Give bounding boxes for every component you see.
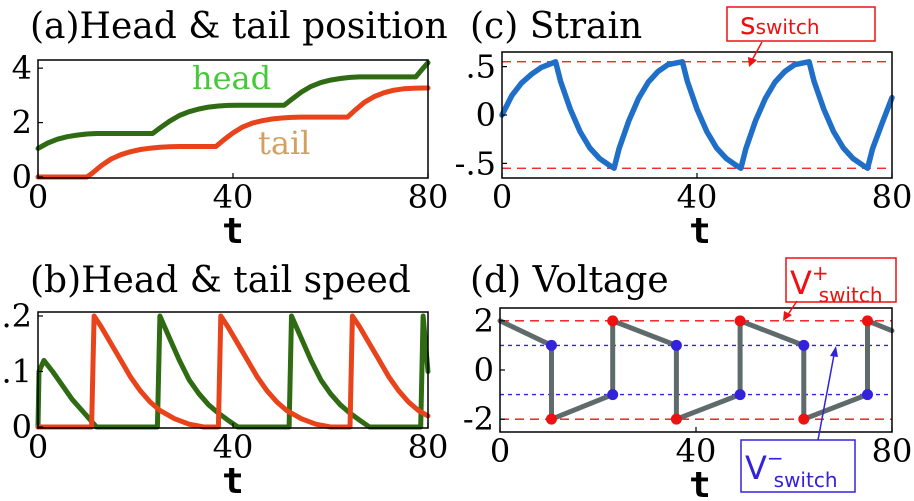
blue-marker-d-0	[545, 339, 557, 351]
red-marker-d-3	[734, 315, 746, 327]
s-switch-label: sswitch	[740, 7, 820, 42]
ytick-label-b-2: .2	[1, 297, 32, 335]
blue-marker-d-4	[798, 339, 810, 351]
xtick-label-b-1: 40	[213, 428, 254, 466]
panel-b-ticks: 0 40 80 0 .1 .2	[1, 297, 448, 466]
head-label: head	[192, 59, 271, 97]
xtick-label-d-1: 40	[676, 432, 717, 470]
v-minus-arrowhead	[830, 346, 838, 357]
v-minus-arrow	[817, 354, 835, 441]
panel-a-xlabel: t	[222, 211, 244, 252]
blue-marker-d-3	[734, 389, 746, 401]
series-line-c-strain	[499, 59, 895, 171]
xtick-label-c-1: 40	[677, 178, 718, 216]
xtick-label-b-2: 80	[408, 428, 449, 466]
series-line-b-tail	[35, 313, 431, 430]
panel-d-marks	[497, 315, 895, 425]
series-line-d-voltage	[497, 318, 895, 422]
panel-b-frame	[37, 311, 429, 429]
xtick-label-a-1: 40	[213, 178, 254, 216]
ytick-label-a-0: 0	[12, 158, 32, 196]
xtick-label-c-0: 0	[492, 178, 512, 216]
s-switch-arrowhead	[748, 57, 757, 67]
panel-a-marks	[35, 60, 431, 180]
red-marker-d-4	[798, 413, 810, 425]
v-plus-annotation: V+ switch	[783, 257, 897, 321]
panel-b-marks	[35, 313, 431, 430]
panel-c: (c) Strain 0 40 80.50-.5 sswitch t	[455, 6, 913, 252]
ytick-label-b-1: .1	[1, 353, 32, 391]
red-marker-d-2	[670, 413, 682, 425]
red-marker-d-1	[607, 315, 619, 327]
s-switch-box	[726, 6, 876, 42]
xtick-label-a-0: 0	[28, 178, 48, 216]
v-minus-box	[740, 439, 856, 493]
s-switch-annotation: sswitch	[726, 6, 876, 67]
red-marker-d-0	[545, 413, 557, 425]
series-line-a-tail	[35, 85, 431, 180]
ytick-label-c-2: -.5	[455, 144, 496, 182]
panel-a-ticks: 0 40 80 0 2 4	[12, 49, 449, 216]
panel-d-xlabel: t	[689, 465, 711, 501]
panel-a: (a)Head & tail position 0 40 80 0 2 4 head ta…	[12, 6, 449, 252]
v-minus-annotation: V− switch	[740, 346, 856, 493]
xtick-label-a-2: 80	[408, 178, 449, 216]
panel-b-xlabel: t	[222, 461, 244, 501]
v-plus-arrowhead	[783, 311, 792, 321]
ytick-label-d-0: 2	[474, 302, 494, 340]
panel-c-title: (c) Strain	[470, 6, 642, 47]
v-plus-label: V+ switch	[790, 261, 883, 307]
series-line-a-head	[35, 60, 431, 151]
panel-c-marks	[499, 59, 895, 171]
ytick-label-a-1: 2	[12, 104, 32, 142]
xtick-label-d-2: 80	[872, 432, 913, 470]
blue-marker-d-5	[862, 389, 873, 401]
panel-c-ticks: 0 40 80.50-.5	[455, 48, 913, 216]
ytick-label-b-0: 0	[12, 408, 32, 446]
panel-b: (b)Head & tail speed 0 40 80 0 .1 .2 t	[1, 260, 448, 501]
ytick-label-a-2: 4	[12, 49, 32, 87]
ytick-label-d-2: -2	[463, 400, 494, 438]
panel-c-xlabel: t	[689, 211, 711, 252]
red-marker-d-5	[862, 315, 873, 327]
blue-marker-d-2	[670, 339, 682, 351]
ytick-label-c-1: 0	[476, 96, 496, 134]
panel-a-title: (a)Head & tail position	[30, 6, 448, 47]
ytick-label-d-1: 0	[474, 351, 494, 389]
ytick-label-c-0: .5	[465, 48, 496, 86]
xtick-label-b-0: 0	[28, 428, 48, 466]
tail-label: tail	[258, 124, 310, 162]
blue-marker-d-1	[607, 389, 619, 401]
xtick-label-c-2: 80	[872, 178, 913, 216]
v-plus-box	[785, 257, 897, 303]
xtick-label-d-0: 0	[490, 432, 510, 470]
panel-d-title: (d) Voltage	[470, 260, 669, 301]
v-minus-label: V− switch	[745, 446, 838, 492]
panel-b-title: (b)Head & tail speed	[30, 260, 411, 301]
